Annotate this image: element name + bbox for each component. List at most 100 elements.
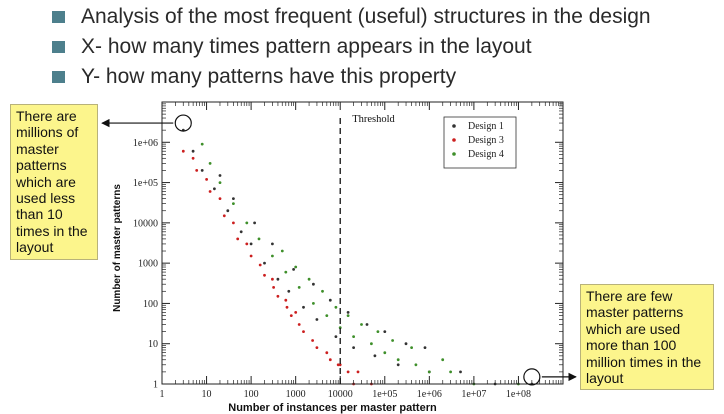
y-tick-label: 10: [148, 339, 158, 350]
plot-frame: [161, 101, 564, 385]
data-point: [226, 209, 230, 213]
data-point: [257, 237, 261, 241]
legend-label: Design 1: [468, 121, 504, 132]
data-point: [218, 174, 222, 177]
callout-note-right: There are few master patterns which are …: [580, 284, 714, 390]
x-tick-label: 1e+07: [461, 389, 486, 400]
data-point: [352, 346, 355, 349]
data-point: [191, 149, 195, 153]
data-point: [427, 370, 431, 374]
data-point: [222, 214, 226, 218]
highlight-circle-left: [174, 114, 192, 132]
data-point: [315, 346, 319, 349]
x-axis-label: Number of instances per master pattern: [228, 402, 437, 414]
threshold-label: Threshold: [352, 114, 395, 125]
data-point: [271, 254, 274, 258]
data-point: [258, 263, 262, 267]
legend-marker: [452, 138, 456, 142]
legend-label: Design 4: [468, 149, 504, 160]
x-tick-label: 1: [160, 389, 165, 400]
data-point: [208, 162, 212, 165]
data-point: [370, 342, 373, 346]
data-point: [449, 370, 452, 374]
bullet-item: Y- how many patterns have this property: [52, 62, 651, 92]
data-point: [294, 265, 298, 269]
square-bullet-icon: [52, 41, 65, 53]
data-point: [294, 311, 298, 314]
data-point: [213, 187, 216, 191]
legend-marker: [452, 124, 456, 128]
data-point: [338, 326, 342, 330]
data-point: [396, 358, 400, 362]
data-point: [312, 282, 315, 286]
legend-label: Design 3: [468, 135, 504, 146]
data-point: [249, 254, 253, 258]
data-point: [297, 286, 301, 289]
x-tick-label: 1e+05: [372, 389, 397, 400]
data-point: [232, 221, 235, 225]
x-tick-label: 1e+06: [417, 389, 442, 400]
data-point: [373, 354, 377, 358]
data-point: [312, 302, 315, 305]
square-bullet-icon: [52, 71, 65, 83]
data-point: [346, 370, 350, 374]
bullet-list: Analysis of the most frequent (useful) s…: [52, 2, 651, 92]
data-point: [302, 305, 305, 309]
data-point: [287, 289, 291, 293]
y-tick-label: 100: [143, 299, 158, 310]
square-bullet-icon: [52, 11, 65, 23]
data-point: [181, 149, 185, 153]
data-point: [297, 323, 301, 326]
data-point: [284, 270, 288, 274]
data-point: [276, 294, 280, 298]
data-point: [200, 142, 204, 146]
callout-note-left: There are millions of master patterns wh…: [10, 104, 98, 260]
y-tick-label: 1e+06: [133, 138, 158, 149]
x-tick-label: 10: [202, 389, 212, 400]
data-point: [232, 202, 235, 206]
data-point: [271, 277, 274, 281]
data-point: [328, 298, 332, 302]
highlight-circle-right: [523, 368, 541, 386]
data-point: [338, 363, 342, 367]
y-tick-label: 1: [153, 380, 158, 391]
data-point: [263, 273, 266, 277]
data-point: [360, 323, 363, 326]
data-point: [208, 190, 212, 193]
data-point: [272, 286, 275, 289]
data-point: [218, 181, 222, 185]
data-point: [410, 346, 413, 349]
data-point: [292, 268, 295, 271]
y-tick-label: 1000: [138, 259, 158, 270]
data-point: [289, 314, 293, 317]
data-point: [321, 289, 324, 293]
data-point: [195, 169, 199, 172]
data-point: [302, 330, 305, 333]
data-point: [245, 242, 249, 246]
legend-marker: [452, 152, 456, 156]
data-point: [315, 318, 319, 321]
data-point: [404, 342, 408, 346]
data-point: [396, 363, 400, 367]
data-point: [325, 351, 329, 355]
data-point: [271, 242, 274, 246]
y-axis-label: Number of master patterns: [112, 184, 123, 312]
legend-box: [443, 116, 517, 169]
data-point: [280, 249, 284, 253]
data-point: [334, 335, 338, 338]
y-tick-label: 10000: [133, 218, 158, 229]
bullet-text: Analysis of the most frequent (useful) s…: [81, 5, 651, 28]
data-point: [232, 197, 235, 201]
data-point: [376, 330, 380, 333]
x-tick-label: 10000: [328, 389, 353, 400]
x-tick-label: 100: [244, 389, 259, 400]
data-point: [328, 358, 332, 362]
data-point: [365, 323, 369, 326]
data-point: [218, 197, 222, 201]
data-point: [276, 277, 280, 281]
y-tick-label: 1e+05: [133, 178, 158, 189]
data-point: [459, 370, 462, 374]
data-point: [346, 314, 350, 317]
data-point: [336, 363, 340, 367]
data-point: [249, 242, 253, 246]
